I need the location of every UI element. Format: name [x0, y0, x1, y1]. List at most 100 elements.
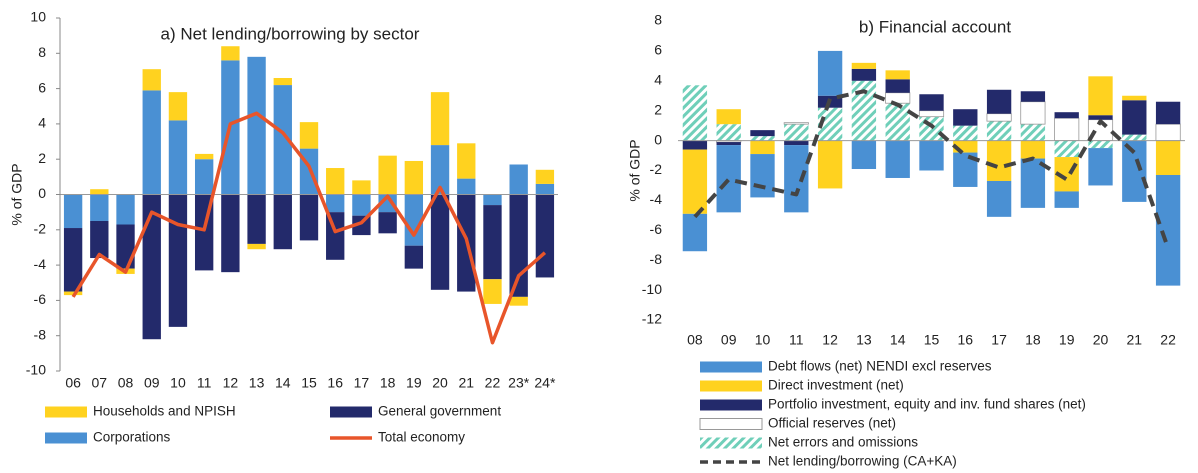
bar — [1155, 101, 1181, 125]
bar — [90, 194, 109, 221]
x-tick-label: 22 — [485, 375, 501, 391]
bar — [1054, 140, 1079, 158]
bar — [1020, 158, 1046, 208]
y-tick-label: -6 — [650, 221, 663, 237]
x-tick-label: 10 — [755, 332, 771, 348]
bar — [1020, 124, 1046, 141]
x-tick-label: 09 — [721, 332, 737, 348]
x-tick-label: 10 — [170, 375, 186, 391]
legend-swatch — [700, 380, 762, 392]
bar — [404, 194, 424, 246]
bar — [535, 194, 555, 278]
x-tick-label: 06 — [65, 375, 81, 391]
y-tick-label: -12 — [642, 311, 662, 327]
bar — [247, 56, 266, 195]
bar — [885, 79, 910, 93]
legend-swatch — [700, 437, 762, 449]
bar — [247, 243, 266, 250]
y-tick-label: 4 — [654, 72, 662, 88]
bar — [326, 194, 345, 213]
bar — [352, 180, 371, 195]
bar — [1020, 101, 1046, 125]
y-tick-label: 0 — [654, 131, 662, 147]
bar — [90, 220, 109, 259]
bar — [716, 124, 741, 141]
bar — [750, 136, 775, 141]
y-tick-label: -10 — [642, 281, 662, 297]
legend-label: Portfolio investment, equity and inv. fu… — [768, 397, 1086, 412]
bar — [194, 159, 214, 195]
bar — [430, 92, 450, 146]
x-tick-label: 08 — [687, 332, 703, 348]
chart-title: b) Financial account — [859, 17, 1011, 36]
bar — [221, 194, 240, 273]
bar — [1020, 91, 1046, 102]
x-tick-label: 15 — [924, 332, 940, 348]
bar — [116, 224, 135, 269]
x-tick-label: 23* — [508, 375, 530, 391]
bar — [716, 109, 741, 125]
y-tick-label: -4 — [34, 256, 47, 272]
x-tick-label: 11 — [197, 375, 212, 391]
bar — [168, 194, 188, 327]
bar — [168, 92, 188, 121]
bar — [1122, 100, 1147, 135]
bar — [142, 90, 161, 195]
bar — [457, 143, 476, 179]
bar — [750, 154, 775, 198]
bar — [1122, 95, 1147, 101]
y-tick-label: 8 — [38, 44, 46, 60]
bar — [404, 160, 424, 195]
bar — [509, 296, 528, 306]
bar — [1054, 112, 1079, 119]
bar — [953, 140, 978, 153]
x-tick-label: 19 — [1059, 332, 1075, 348]
y-tick-label: -10 — [26, 362, 46, 378]
y-tick-label: 6 — [38, 79, 46, 95]
bar — [430, 194, 450, 290]
bar — [483, 205, 502, 280]
x-tick-label: 07 — [92, 375, 108, 391]
bar — [1155, 174, 1181, 286]
bar — [986, 121, 1012, 141]
bar — [682, 140, 708, 150]
bar — [63, 228, 83, 292]
x-tick-label: 20 — [1093, 332, 1109, 348]
x-tick-label: 13 — [249, 375, 265, 391]
bar — [509, 164, 528, 195]
bar — [682, 149, 708, 214]
bar — [326, 168, 345, 195]
bar — [716, 145, 741, 213]
x-tick-label: 22 — [1160, 332, 1176, 348]
y-tick-label: 8 — [654, 12, 662, 28]
bar — [1122, 140, 1147, 202]
bar — [750, 140, 775, 155]
x-tick-label: 12 — [822, 332, 838, 348]
bar — [1088, 115, 1113, 120]
x-tick-label: 09 — [144, 375, 160, 391]
bar — [535, 169, 555, 184]
bar — [682, 85, 708, 141]
bar — [63, 291, 83, 296]
bar — [750, 130, 775, 137]
line — [71, 111, 547, 345]
bar — [986, 140, 1012, 181]
bar — [273, 78, 292, 86]
y-axis-title: % of GDP — [627, 139, 643, 201]
bar — [430, 145, 450, 195]
x-tick-label: 19 — [406, 375, 422, 391]
bar — [817, 50, 843, 96]
bar — [378, 212, 397, 234]
x-tick-label: 08 — [118, 375, 134, 391]
bar — [299, 122, 319, 149]
bar — [378, 155, 397, 195]
legend-label: Debt flows (net) NENDI excl reserves — [768, 359, 992, 374]
x-tick-label: 13 — [856, 332, 872, 348]
y-tick-label: -6 — [34, 291, 47, 307]
bar — [142, 69, 161, 91]
bar — [299, 194, 319, 241]
x-tick-label: 11 — [789, 332, 804, 348]
y-tick-label: 4 — [38, 115, 46, 131]
bar — [953, 125, 978, 141]
